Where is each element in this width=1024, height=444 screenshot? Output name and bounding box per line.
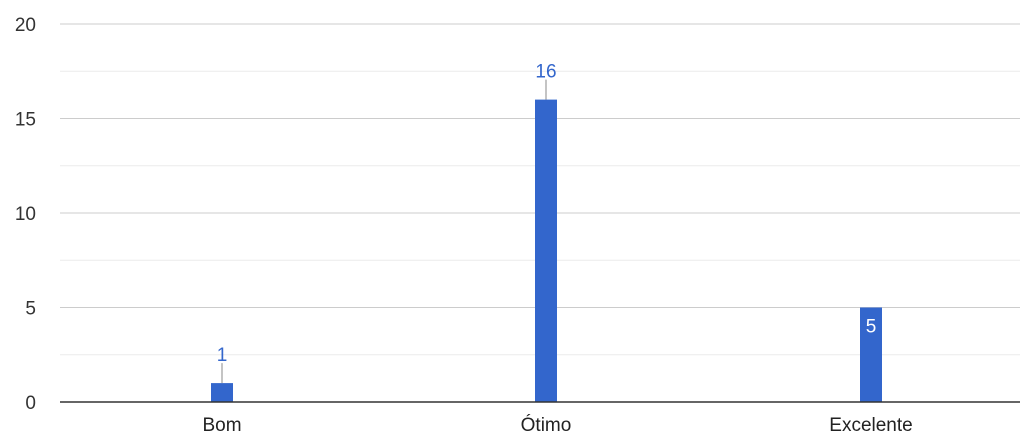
data-labels: 1 16 5 [217,62,877,384]
y-tick-label: 10 [15,204,36,225]
x-category-label: Ótimo [521,414,572,436]
bar [211,383,233,402]
y-tick-label: 0 [25,393,36,414]
data-label: 1 [217,345,228,366]
bars [211,99,882,402]
y-axis-ticks: 0 5 10 15 20 [15,15,36,414]
y-tick-label: 5 [25,299,36,320]
y-tick-label: 15 [15,110,36,131]
bar [860,307,882,402]
x-axis-categories: Bom Ótimo Excelente [202,414,912,436]
data-label: 5 [866,317,877,338]
x-category-label: Bom [202,415,241,436]
data-label: 16 [535,62,556,83]
bar [535,99,557,402]
y-tick-label: 20 [15,15,36,36]
x-category-label: Excelente [829,415,912,436]
